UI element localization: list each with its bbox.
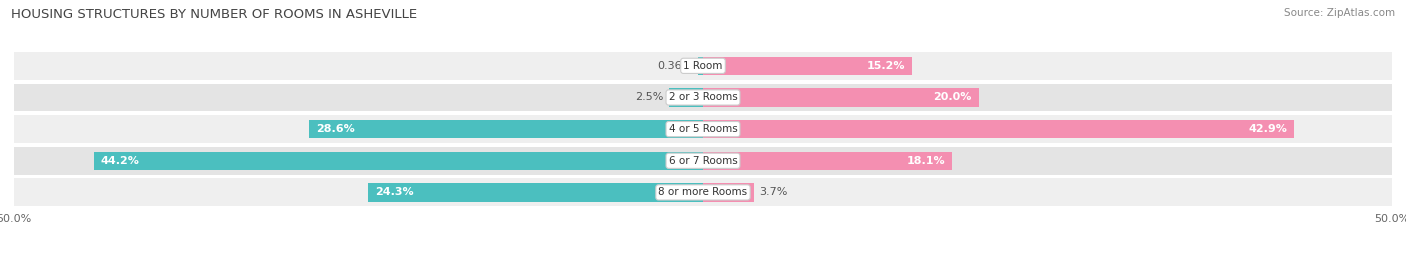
Text: Source: ZipAtlas.com: Source: ZipAtlas.com [1284,8,1395,18]
Bar [14,147,1392,175]
Text: 6 or 7 Rooms: 6 or 7 Rooms [669,156,737,166]
Text: 2 or 3 Rooms: 2 or 3 Rooms [669,93,737,102]
Text: 42.9%: 42.9% [1249,124,1288,134]
Bar [703,57,912,75]
Text: 24.3%: 24.3% [375,187,413,197]
Text: 15.2%: 15.2% [868,61,905,71]
Text: 0.36%: 0.36% [657,61,693,71]
Text: 18.1%: 18.1% [907,156,945,166]
Bar [703,152,952,170]
Bar [309,120,703,138]
Text: 44.2%: 44.2% [101,156,139,166]
Bar [703,183,754,201]
Bar [703,120,1294,138]
Text: 1 Room: 1 Room [683,61,723,71]
Bar [697,57,703,75]
Text: 28.6%: 28.6% [316,124,354,134]
Text: 20.0%: 20.0% [934,93,972,102]
Bar [14,84,1392,111]
Bar [94,152,703,170]
Text: 4 or 5 Rooms: 4 or 5 Rooms [669,124,737,134]
Text: 2.5%: 2.5% [634,93,664,102]
Bar [669,88,703,107]
Bar [14,179,1392,206]
Text: HOUSING STRUCTURES BY NUMBER OF ROOMS IN ASHEVILLE: HOUSING STRUCTURES BY NUMBER OF ROOMS IN… [11,8,418,21]
Bar [703,88,979,107]
Text: 3.7%: 3.7% [759,187,787,197]
Bar [14,115,1392,143]
Text: 8 or more Rooms: 8 or more Rooms [658,187,748,197]
Bar [368,183,703,201]
Bar [14,52,1392,80]
